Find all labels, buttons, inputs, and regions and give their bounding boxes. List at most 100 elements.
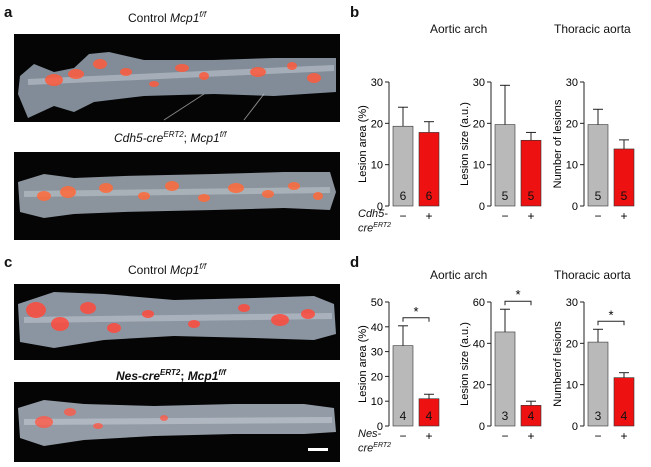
panel-c-bottom-caption: Nes-creERT2; Mcp1f/f [116,368,226,383]
y-axis-label: Lesion size (a.u.) [459,102,471,186]
panel-letter-d: d [350,254,360,271]
y-tick-label: 10 [473,160,485,172]
genotype-label-text: cre [358,222,374,235]
bar [392,345,414,427]
sample-size-label: 4 [400,409,407,423]
y-tick-label: 0 [479,421,485,433]
category-label: − [594,209,601,223]
significance-marker: * [413,304,418,319]
aorta-photo-control-nes [14,284,340,360]
aorta-photo-cdh5-cre [14,152,340,240]
panel-c-top-caption: Control Mcp1f/f [128,262,206,277]
panel-d-thoracic-aorta-title: Thoracic aorta [554,268,631,282]
bar [520,405,542,427]
bar [613,377,635,427]
panel-d-genotype-label: Nes- creERT2 [358,428,391,455]
y-tick-label: 0 [377,421,383,433]
sample-size-label: 5 [621,189,628,203]
significance-marker: * [515,288,520,302]
y-tick-label: 20 [566,118,578,130]
category-label: − [501,429,508,443]
scale-bar [308,448,328,451]
y-tick-label: 20 [371,118,383,130]
y-axis-label: Numberof lesions [552,321,564,407]
y-axis-label: Number of lesions [552,99,564,188]
y-axis-label: Lesion area (%) [357,325,369,403]
genotype-label-text: cre [358,442,374,455]
bar [494,331,516,427]
y-tick-label: 40 [473,338,485,350]
y-tick-label: 0 [377,201,383,213]
caption-superscript-1: ERT2 [160,368,181,377]
caption-prefix: Control [128,11,171,25]
chart-d-lesion-area: 0 10 20 30 40 50 Lesion area (%) 4 − 4 + * [357,297,440,443]
caption-gene: Mcp1 [170,11,200,25]
caption-superscript-2: f/f [218,368,226,377]
aorta-photo-nes-cre [14,382,340,462]
panel-d-aortic-arch-title: Aortic arch [430,268,488,282]
caption-separator: ; [180,369,188,383]
y-tick-label: 60 [473,297,485,309]
y-tick-label: 30 [473,77,485,89]
panel-letter-c: c [4,254,13,271]
caption-gene-1: Nes-cre [116,369,161,383]
caption-superscript: f/f [199,262,207,271]
genotype-label-superscript: ERT2 [373,442,392,449]
caption-superscript: f/f [199,10,207,19]
y-tick-label: 20 [473,118,485,130]
panel-b-genotype-label: Cdh5- creERT2 [358,208,391,235]
sample-size-label: 4 [621,409,628,423]
category-label: + [620,209,627,223]
caption-superscript-1: ERT2 [163,130,184,139]
y-tick-label: 10 [371,396,383,408]
panel-b-thoracic-aorta-title: Thoracic aorta [554,22,631,36]
category-label: + [425,209,432,223]
genotype-label-line2: creERT2 [358,440,391,455]
y-tick-label: 0 [479,201,485,213]
y-tick-label: 0 [572,421,578,433]
genotype-label-line1: Cdh5- [358,208,388,220]
y-tick-label: 30 [371,347,383,359]
sample-size-label: 4 [528,409,535,423]
y-tick-label: 10 [566,160,578,172]
y-tick-label: 20 [473,380,485,392]
sample-size-label: 6 [426,189,433,203]
genotype-label-line1: Nes- [358,428,382,440]
caption-gene-2: Mcp1 [190,131,220,145]
sample-size-label: 6 [400,189,407,203]
chart-d-lesion-size: 0 20 40 60 Lesion size (a.u.) 3 − 4 + * [459,288,542,443]
bar [392,125,414,207]
sample-size-label: 4 [426,409,433,423]
caption-separator: ; [183,131,191,145]
panel-a-bottom-caption: Cdh5-creERT2; Mcp1f/f [114,130,226,145]
y-tick-label: 40 [371,322,383,334]
sample-size-label: 3 [502,409,509,423]
y-tick-label: 30 [566,77,578,89]
caption-gene: Mcp1 [170,263,200,277]
y-tick-label: 30 [566,297,578,309]
category-label: + [425,429,432,443]
y-axis-label: Lesion size (a.u.) [459,322,471,406]
aorta-photo-control-cdh5 [14,34,340,122]
sample-size-label: 5 [528,189,535,203]
significance-bracket [597,320,625,326]
y-tick-label: 50 [371,297,383,309]
y-tick-label: 0 [572,201,578,213]
y-tick-label: 10 [566,380,578,392]
category-label: − [594,429,601,443]
significance-bracket [504,300,532,306]
chart-b-lesion-area: 0 10 20 30 Lesion area (%) 6 − 6 + [357,77,440,223]
category-label: − [399,429,406,443]
panel-b-aortic-arch-title: Aortic arch [430,22,488,36]
y-tick-label: 20 [566,338,578,350]
y-tick-label: 20 [371,371,383,383]
caption-superscript-2: f/f [219,130,227,139]
panel-a-top-caption: Control Mcp1f/f [128,10,206,25]
sample-size-label: 3 [595,409,602,423]
y-tick-label: 10 [371,160,383,172]
category-label: − [399,209,406,223]
panel-letter-a: a [4,4,13,21]
category-label: + [620,429,627,443]
